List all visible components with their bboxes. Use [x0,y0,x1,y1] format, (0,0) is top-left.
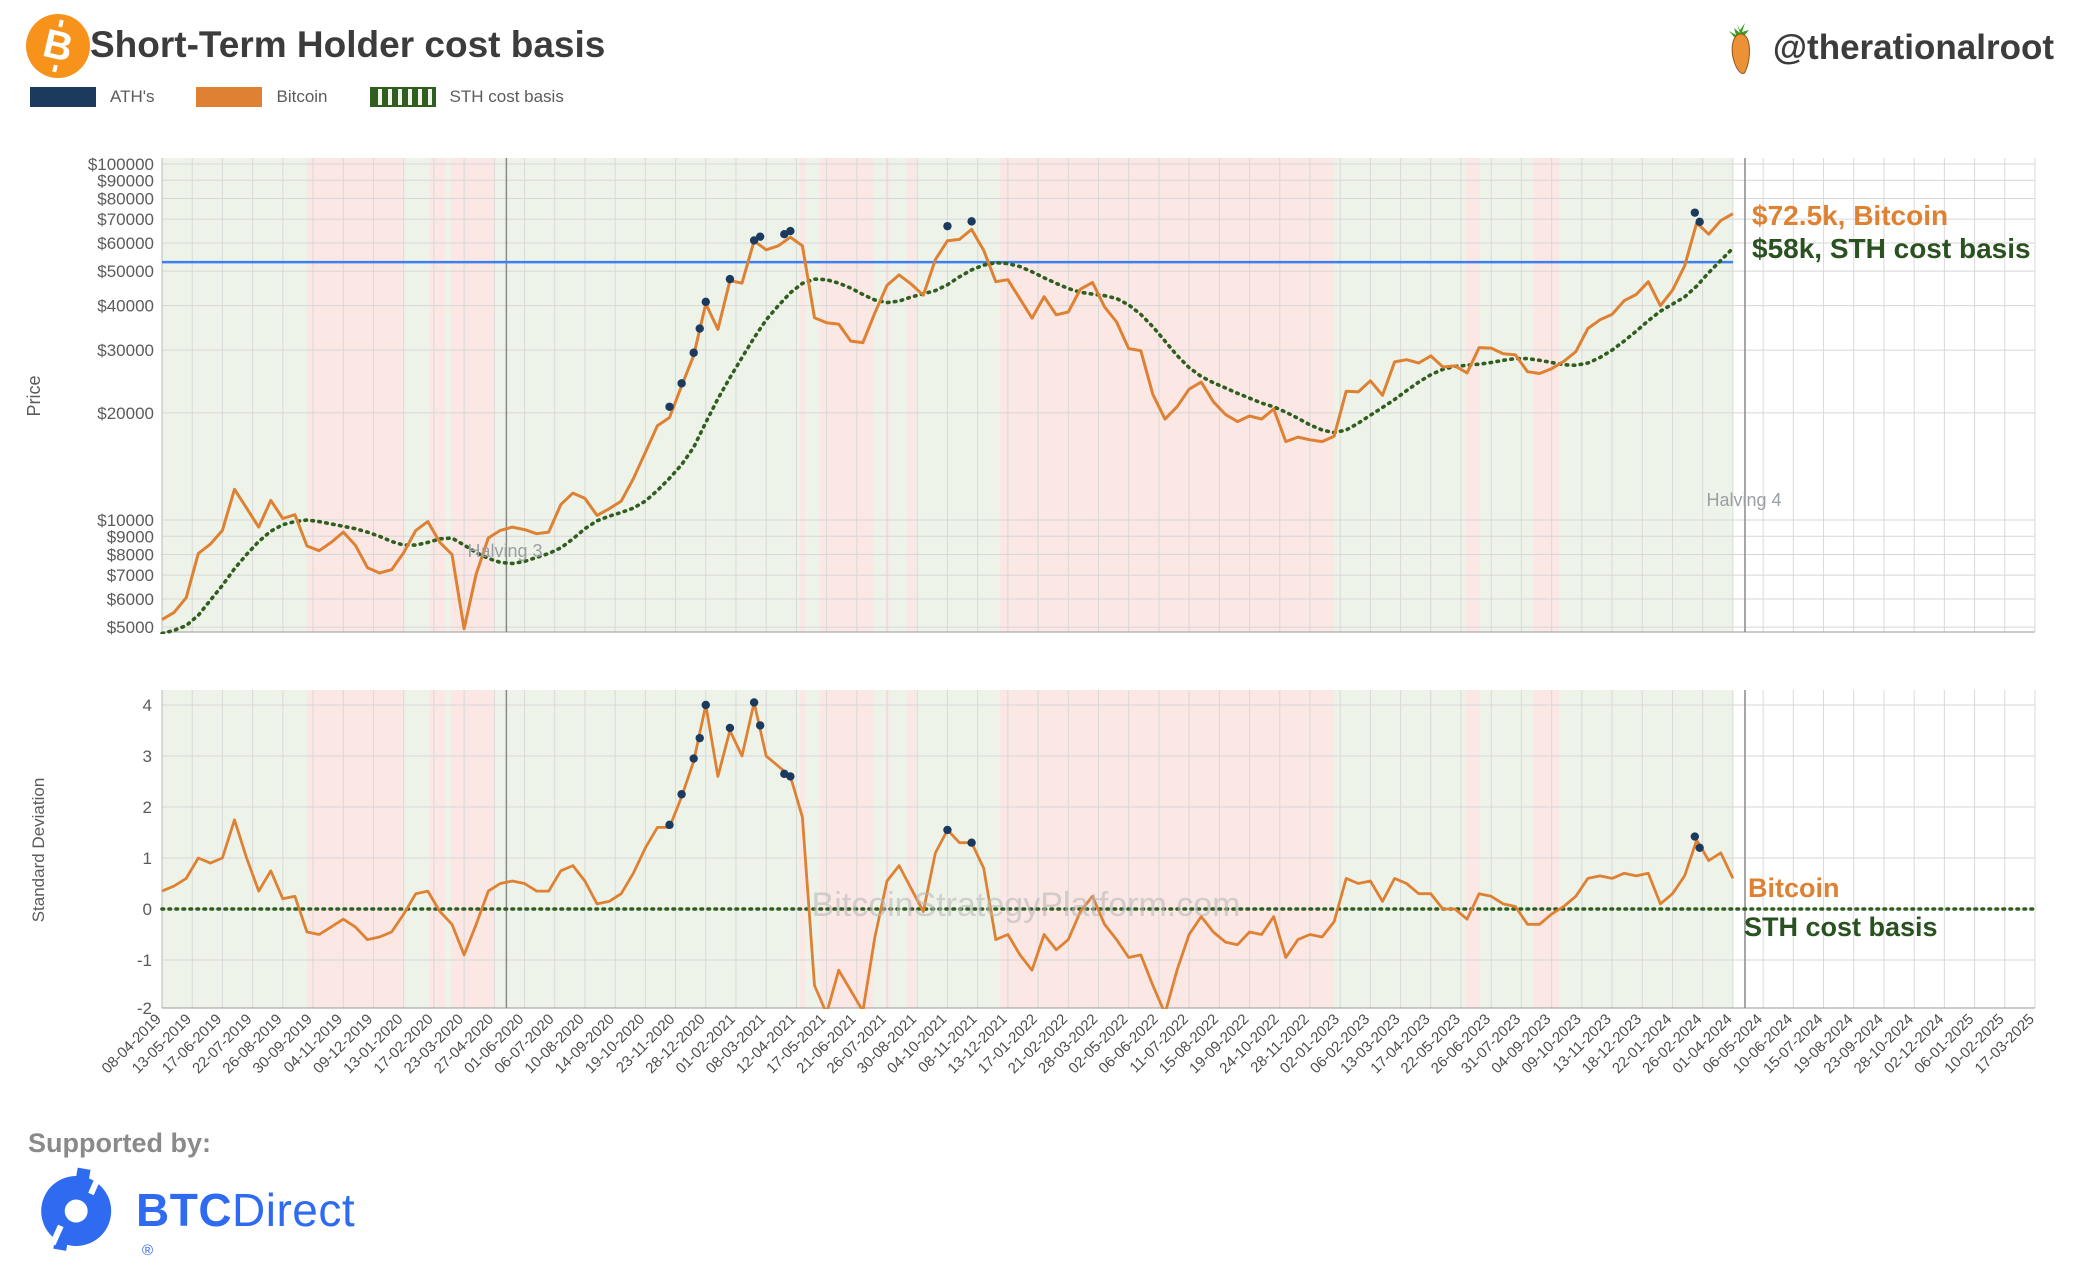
ath-dot-bottom [943,825,952,835]
charts-canvas: $100000$90000$80000$70000$60000$50000$40… [24,155,2038,1077]
registered-mark: ® [142,1242,154,1259]
y-tick-price: $80000 [97,189,154,208]
band-below-1 [1465,690,1480,1008]
ath-dot-bottom [755,721,765,730]
y-tick-sd: 1 [143,849,152,868]
band-below-0 [885,158,891,632]
y-tick-price: $60000 [97,234,154,253]
band-below-0 [429,158,445,632]
band-below-0 [1465,158,1480,632]
ath-dot-top [677,379,686,388]
ath-dot-top [943,221,952,231]
band-below-0 [1000,158,1335,632]
ath-dot-top [689,348,698,357]
band-below-0 [307,158,404,632]
page-title: Short-Term Holder cost basis [90,24,606,65]
y-tick-price: $7000 [107,566,154,585]
legend-label-sth: STH cost basis [449,87,564,106]
ath-dot-top [749,236,759,245]
btcdirect-direct: Direct [232,1184,356,1236]
band-below-1 [819,690,874,1008]
band-below-0 [800,158,805,632]
y-tick-price: $100000 [88,155,154,174]
ath-dot-bottom [695,733,704,743]
y-tick-sd: 4 [143,696,152,715]
y-tick-sd: 2 [143,798,152,817]
ath-dot-top [1695,217,1704,227]
author-handle: @therationalroot [1723,20,2054,76]
btcdirect-logo: BTCDirect ® [30,1164,355,1259]
ath-dot-bottom [701,700,710,710]
band-below-1 [1532,690,1559,1008]
carrot-icon [1728,23,1750,75]
y-tick-sd: -2 [137,999,152,1018]
y-tick-price: $40000 [97,297,154,316]
annotation-bitcoin-price: $72.5k, Bitcoin [1752,200,1948,231]
ath-dot-top [786,226,795,236]
legend-label-aths: ATH's [110,87,155,106]
band-below-1 [906,690,917,1008]
legend-swatch-aths [30,87,96,107]
legend-swatch-sth [369,87,436,107]
ath-dot-bottom [967,838,976,847]
ath-dot-top [1690,208,1700,217]
btc-price-line [161,212,1734,631]
y-tick-price: $90000 [97,171,154,190]
y-tick-price: $6000 [107,590,154,609]
band-below-0 [906,158,917,632]
legend-swatch-bitcoin [196,87,263,107]
y-axis-title-price: Price [24,375,44,416]
y-tick-price: $70000 [97,210,154,229]
band-below-1 [885,690,891,1008]
label-bitcoin-sd: Bitcoin [1748,873,1840,903]
y-tick-sd: -1 [137,951,152,970]
y-tick-price: $9000 [107,527,154,546]
ath-dot-bottom [1690,832,1700,841]
ath-dot-top [701,297,710,307]
ath-dot-bottom [677,790,686,799]
ath-dot-top [695,324,704,333]
y-tick-price: $5000 [107,618,154,637]
y-tick-sd: 0 [143,900,152,919]
ath-dot-top [665,402,674,411]
band-below-1 [450,690,494,1008]
y-tick-price: $20000 [97,404,154,423]
ath-dot-bottom [749,698,759,707]
btcdirect-coin-icon [41,1167,112,1251]
y-axis-title-standard-deviation: Standard Deviation [29,778,48,923]
band-below-0 [819,158,874,632]
ath-dot-bottom [689,754,698,763]
ath-dot-top [755,232,765,241]
ath-dot-top [967,217,976,226]
btcdirect-btc: BTC [136,1184,233,1236]
y-tick-sd: 3 [143,747,152,766]
ath-dot-bottom [665,820,674,830]
legend: ATH's Bitcoin STH cost basis [30,87,592,107]
btcdirect-wordmark: BTCDirect [136,1183,355,1237]
bitcoin-logo-icon: B [26,14,90,78]
y-tick-price: $8000 [107,545,154,564]
y-tick-price: $30000 [97,341,154,360]
band-below-1 [800,690,805,1008]
annotation-sth-cost-basis: $58k, STH cost basis [1752,233,2031,264]
band-below-1 [307,690,404,1008]
ath-dot-bottom [786,772,795,781]
y-tick-price: $10000 [97,511,154,530]
ath-dot-bottom [725,723,735,733]
halving-4-label: Halving 4 [1706,490,1781,510]
supported-by-label: Supported by: [28,1128,211,1158]
watermark: BitcoinStrategyPlatform.com [812,886,1241,924]
ath-dot-top [725,274,735,284]
band-below-1 [1000,690,1335,1008]
label-sth-sd: STH cost basis [1744,912,1938,942]
halving-3-label: Halving 3 [467,541,542,561]
author-handle-text: @therationalroot [1772,28,2054,67]
legend-label-bitcoin: Bitcoin [276,87,328,106]
y-tick-price: $50000 [97,262,154,281]
ath-dot-bottom [1695,843,1704,852]
band-below-0 [450,158,494,632]
band-below-0 [1532,158,1559,632]
